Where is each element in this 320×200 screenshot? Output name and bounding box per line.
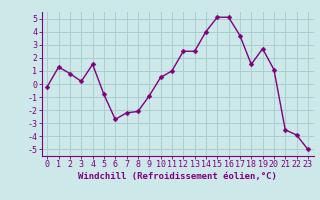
X-axis label: Windchill (Refroidissement éolien,°C): Windchill (Refroidissement éolien,°C) <box>78 172 277 181</box>
